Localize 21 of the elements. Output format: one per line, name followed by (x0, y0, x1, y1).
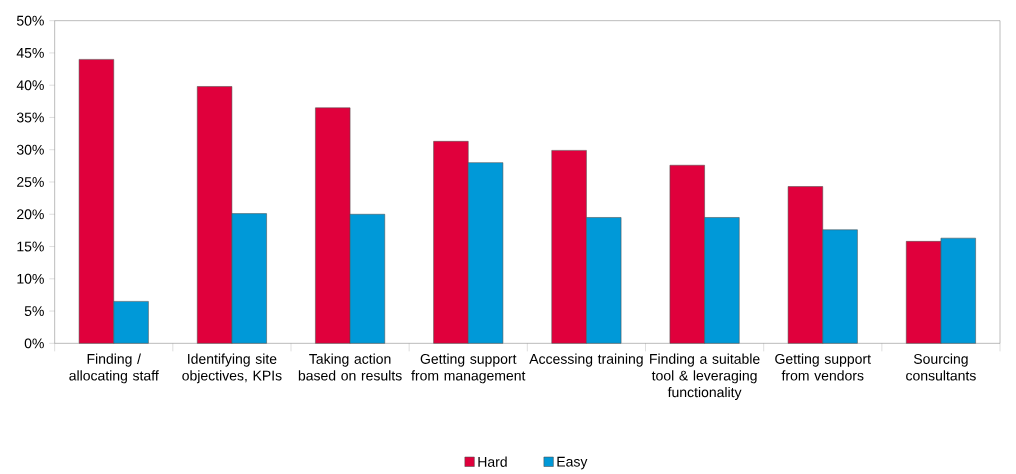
y-tick-label: 35% (16, 112, 44, 123)
y-tick-label: 10% (17, 273, 44, 284)
x-tick-label: Finding a suitable tool & leveraging functionality (650, 353, 760, 400)
x-tick-label: Finding / allocating staff (69, 353, 159, 384)
y-tick-label: 5% (24, 306, 44, 316)
y-tick-label: 0% (24, 338, 44, 349)
y-tick-label: 50% (16, 15, 44, 26)
y-tick-label: 25% (17, 176, 44, 187)
y-tick-label: 45% (16, 47, 44, 58)
y-tick-label: 15% (17, 241, 44, 252)
x-tick-label: Identifying site objectives, KPIs (182, 353, 282, 384)
x-tick-label: Accessing training (529, 353, 643, 367)
x-tick-label: Getting support from vendors (775, 353, 871, 381)
y-tick-label: 40% (16, 80, 44, 91)
y-tick-label: 20% (17, 209, 44, 220)
y-tick-label: 30% (16, 144, 44, 155)
x-tick-label: Sourcing consultants (906, 353, 976, 381)
x-tick-label: Getting support from management (411, 353, 526, 384)
x-tick-label: Taking action based on results (298, 353, 402, 381)
legend-label: Easy (557, 456, 588, 470)
legend-label: Hard (478, 456, 507, 467)
